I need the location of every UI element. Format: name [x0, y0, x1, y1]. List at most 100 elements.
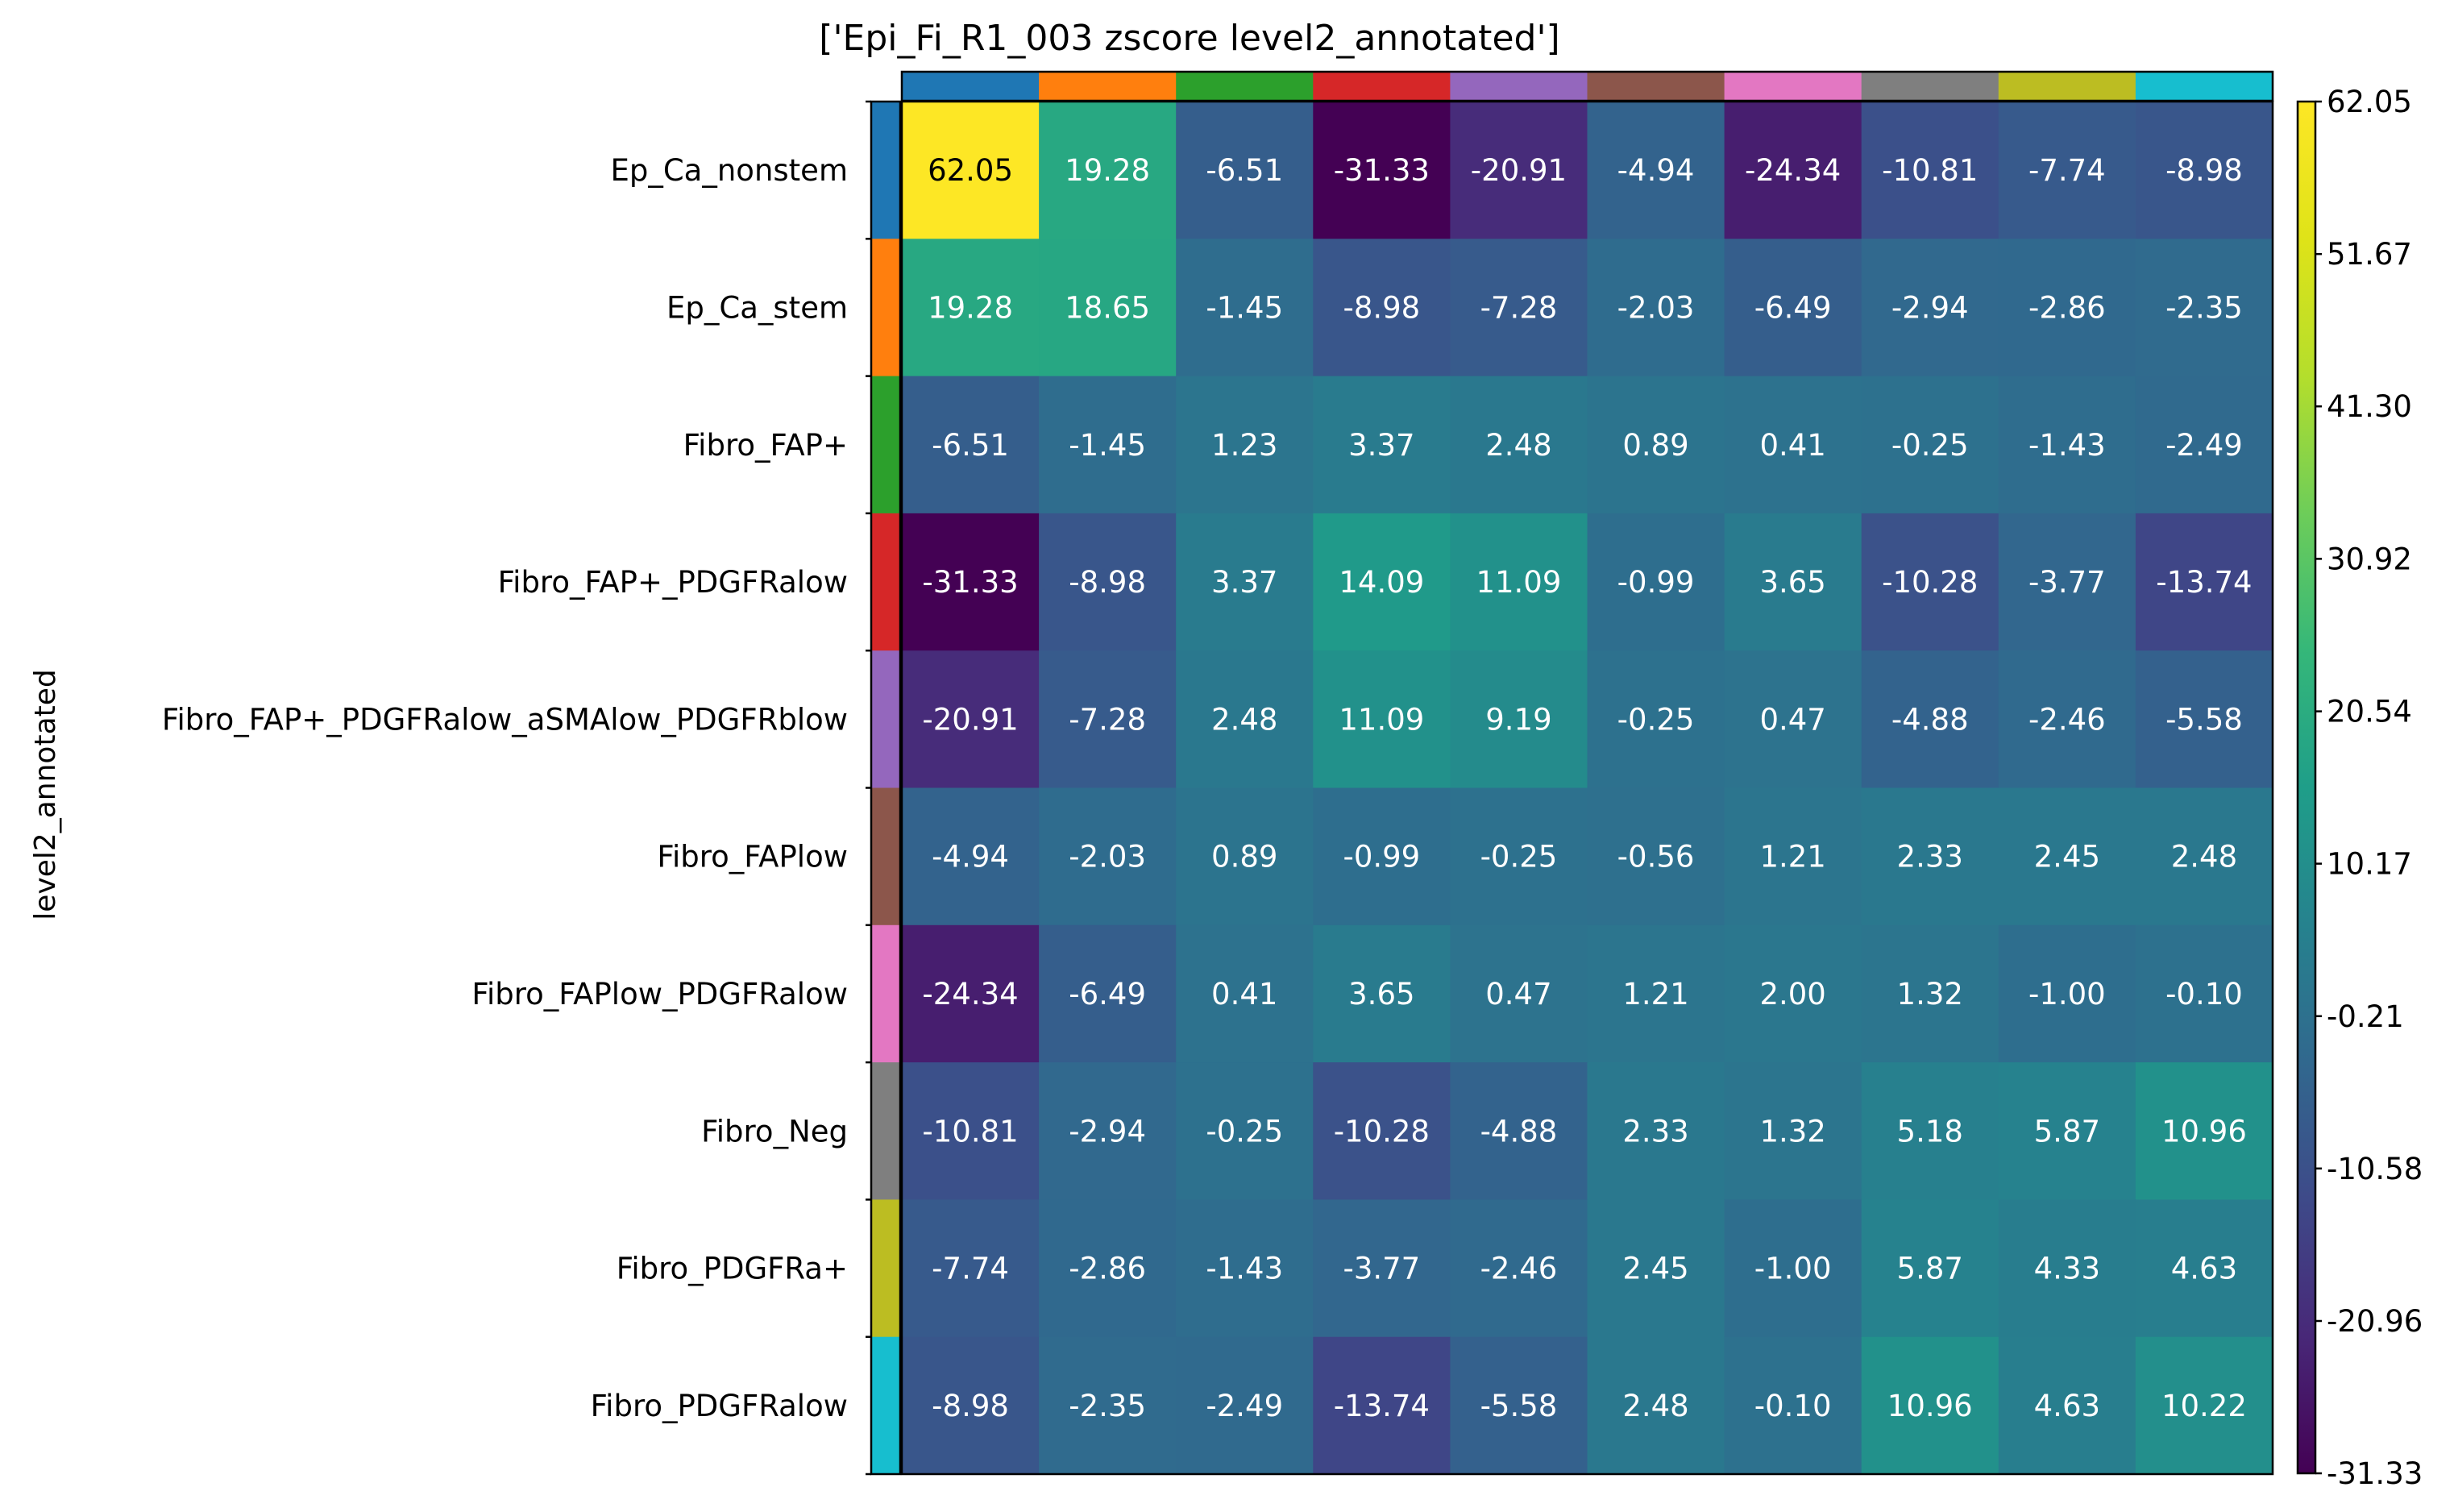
row-label: Fibro_FAP+_PDGFRalow	[498, 565, 848, 600]
cell-value-label: -6.49	[1069, 977, 1146, 1011]
cell-value-label: -2.49	[2165, 428, 2243, 463]
row-label: Ep_Ca_nonstem	[610, 153, 848, 188]
heatmap-cell	[1998, 239, 2136, 377]
heatmap-cell	[1176, 102, 1314, 239]
cell-value-label: -2.49	[1206, 1389, 1283, 1423]
colorbar: 62.05 51.67 41.30 30.92 20.54 10.17 -0.21 -10.5…	[2296, 85, 2423, 1491]
heatmap-cell	[2135, 924, 2273, 1063]
cell-value-label: 0.41	[1759, 428, 1825, 463]
column-group-bar-frame	[900, 70, 2274, 102]
cell-value-label: -13.74	[2156, 565, 2252, 600]
y-axis-label: level2_annotated	[29, 669, 62, 920]
cell-value-label: 2.48	[1211, 702, 1277, 737]
heatmap-cell	[1176, 376, 1314, 514]
cell-value-label: 10.96	[2161, 1114, 2247, 1149]
cell-value-label: 5.18	[1897, 1114, 1963, 1149]
column-group-color-block	[1998, 72, 2136, 101]
cell-value-label: 9.19	[1485, 702, 1551, 737]
row-label: Fibro_FAP+_PDGFRalow_aSMAlow_PDGFRblow	[162, 702, 848, 737]
heatmap-cell	[1313, 239, 1451, 377]
cell-value-label: -20.91	[922, 702, 1018, 737]
heatmap-cell	[1998, 924, 2136, 1063]
cell-value-label: -7.28	[1480, 290, 1558, 325]
heatmap-cell	[1587, 1062, 1725, 1200]
row-group-color-block	[871, 924, 900, 1063]
heatmap-cell	[2135, 1336, 2273, 1475]
heatmap-cell	[1313, 376, 1451, 514]
heatmap-cell	[1039, 650, 1177, 789]
heatmap-cell	[1861, 239, 1999, 377]
heatmap-cell	[2135, 239, 2273, 377]
colorbar-tick-label: 51.67	[2327, 237, 2412, 272]
cell-value-label: -8.98	[1343, 290, 1420, 325]
cell-value-label: -2.94	[1891, 290, 1969, 325]
heatmap-cell	[1176, 1336, 1314, 1475]
heatmap-cell	[902, 239, 1040, 377]
cell-value-label: -6.51	[932, 428, 1009, 463]
heatmap-cell	[1998, 1199, 2136, 1338]
heatmap-cell	[1724, 1062, 1862, 1200]
heatmap-cell	[2135, 650, 2273, 789]
heatmap-cell	[1861, 1336, 1999, 1475]
cell-value-label: -10.28	[1334, 1114, 1430, 1149]
cell-value-label: -7.28	[1069, 702, 1146, 737]
heatmap-cell	[1313, 102, 1451, 239]
row-group-color-block	[871, 1062, 900, 1200]
heatmap-cell	[1587, 1336, 1725, 1475]
cell-value-label: 18.65	[1065, 290, 1150, 325]
cell-value-label: 3.37	[1211, 565, 1277, 600]
cell-value-label: 0.41	[1211, 977, 1277, 1011]
colorbar-tick-label: 41.30	[2327, 389, 2412, 424]
heatmap-cell	[1313, 1336, 1451, 1475]
cell-value-label: 1.23	[1211, 428, 1277, 463]
cell-value-label: 3.37	[1348, 428, 1414, 463]
column-group-color-block	[1587, 72, 1725, 101]
cell-value-label: -4.94	[1617, 153, 1695, 188]
cell-value-label: -2.03	[1617, 290, 1695, 325]
heatmap-cell	[1724, 1336, 1862, 1475]
cell-value-label: -7.74	[2028, 153, 2106, 188]
cell-value-label: 14.09	[1339, 565, 1424, 600]
heatmap-cell	[2135, 102, 2273, 239]
heatmap-cell	[1998, 376, 2136, 514]
row-label: Fibro_PDGFRa+	[617, 1252, 848, 1286]
cell-value-label: -1.00	[2028, 977, 2106, 1011]
cell-value-label: 4.63	[2171, 1252, 2237, 1286]
heatmap-cell	[1587, 650, 1725, 789]
cell-value-label: 1.32	[1897, 977, 1963, 1011]
colorbar-tick-label: 30.92	[2327, 542, 2412, 576]
heatmap-cell	[2135, 1062, 2273, 1200]
column-group-color-block	[2135, 72, 2273, 101]
heatmap-cell	[1587, 924, 1725, 1063]
colorbar-tick-label: -31.33	[2327, 1456, 2423, 1491]
cell-value-label: 1.21	[1622, 977, 1688, 1011]
heatmap-cell	[2135, 513, 2273, 651]
cell-value-label: -3.77	[1343, 1252, 1420, 1286]
column-group-color-block	[1450, 72, 1588, 101]
cell-value-label: 0.47	[1759, 702, 1825, 737]
row-group-color-block	[871, 239, 900, 377]
heatmap-cell	[2135, 787, 2273, 926]
heatmap-cell	[1039, 376, 1177, 514]
cell-value-label: -2.86	[2028, 290, 2106, 325]
heatmap-cell	[1313, 1199, 1451, 1338]
heatmap-cell	[1861, 1062, 1999, 1200]
heatmap-cell	[2135, 376, 2273, 514]
row-label: Fibro_Neg	[701, 1114, 848, 1149]
heatmap-cell	[902, 102, 1040, 239]
heatmap-cell	[1724, 102, 1862, 239]
heatmap-cell	[1176, 239, 1314, 377]
cell-value-label: 11.09	[1476, 565, 1561, 600]
heatmap-cell	[1450, 787, 1588, 926]
colorbar-tick-label: 10.17	[2327, 847, 2412, 882]
row-label: Fibro_FAPlow_PDGFRalow	[471, 977, 848, 1011]
row-group-color-block	[871, 376, 900, 514]
cell-value-label: 10.96	[1887, 1389, 1973, 1423]
heatmap-cell	[1313, 787, 1451, 926]
cell-value-label: -4.94	[932, 840, 1009, 874]
heatmap-cell	[902, 1062, 1040, 1200]
cell-value-label: -0.25	[1480, 840, 1558, 874]
cell-value-label: 1.21	[1759, 840, 1825, 874]
cell-value-label: -1.43	[1206, 1252, 1283, 1286]
heatmap-cell	[1039, 513, 1177, 651]
